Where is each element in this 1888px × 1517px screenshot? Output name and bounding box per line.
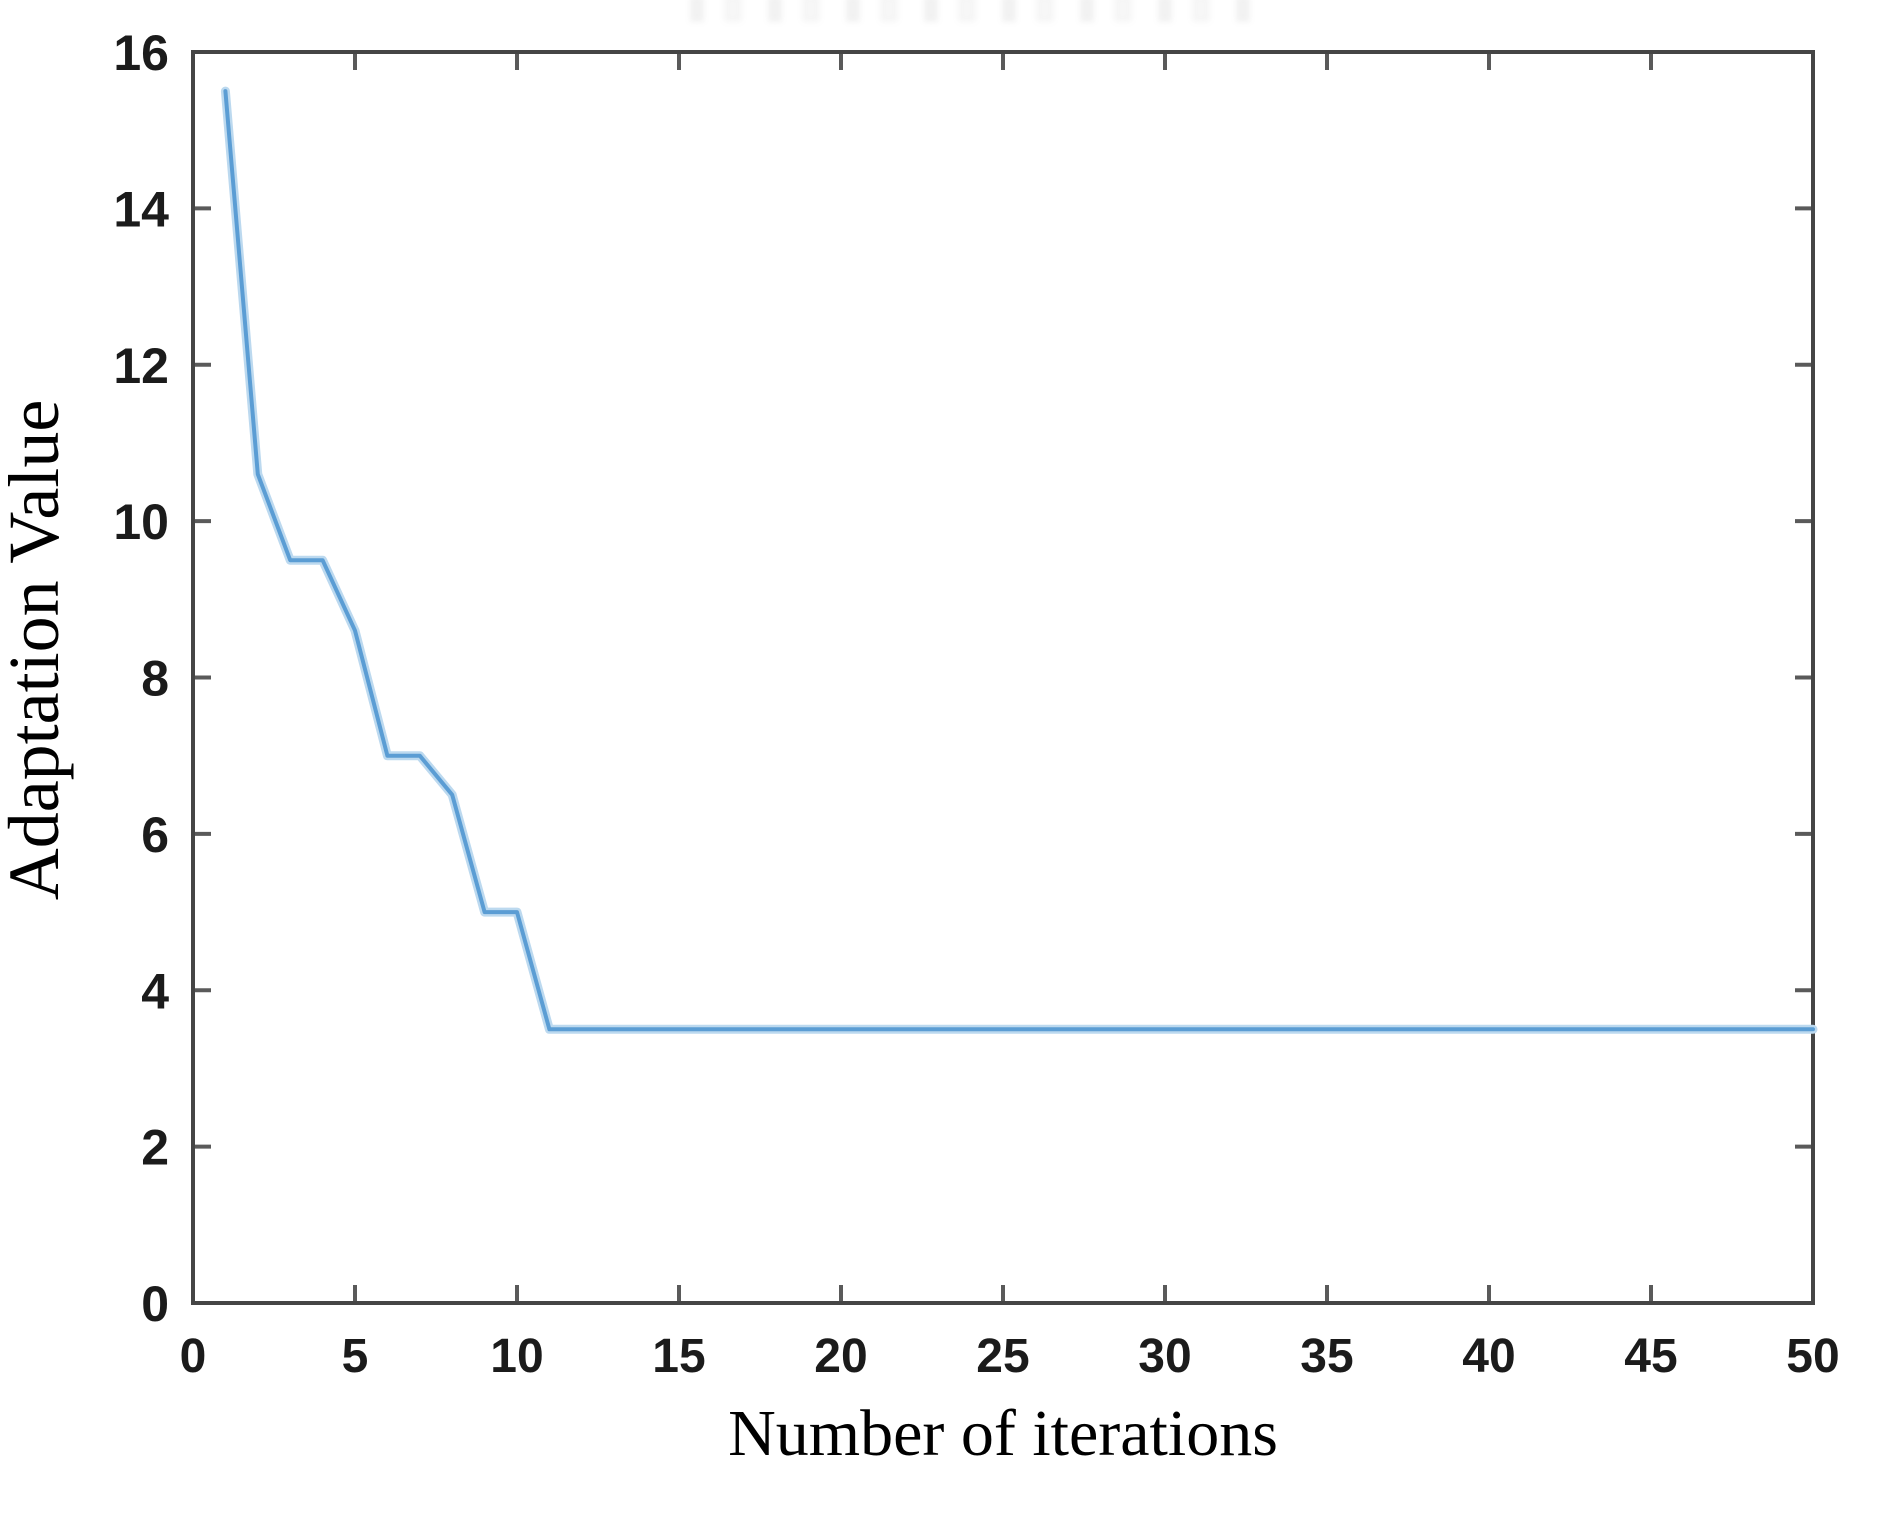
y-tick-label: 14 xyxy=(113,181,169,237)
x-tick-label: 40 xyxy=(1462,1330,1515,1383)
axis-tick-labels: 0 5 10 15 20 25 30 35 40 45 50 0 2 4 6 8 10 12 14 16 xyxy=(113,25,1839,1383)
x-tick-label: 25 xyxy=(976,1330,1029,1383)
plot-frame xyxy=(191,50,1815,1305)
series-line xyxy=(223,89,1815,1032)
x-tick-label: 30 xyxy=(1138,1330,1191,1383)
cropped-title-remnant xyxy=(690,0,1270,22)
series-line-halo xyxy=(220,86,1818,1034)
x-tick-label: 15 xyxy=(652,1330,705,1383)
y-tick-label: 12 xyxy=(113,338,169,394)
y-tick-label: 4 xyxy=(141,963,169,1019)
axis-ticks xyxy=(191,50,1815,1305)
x-tick-label: 10 xyxy=(490,1330,543,1383)
x-tick-label: 0 xyxy=(180,1330,207,1383)
x-tick-label: 50 xyxy=(1786,1330,1839,1383)
x-axis-label: Number of iterations xyxy=(728,1397,1278,1470)
x-tick-label: 45 xyxy=(1624,1330,1677,1383)
x-tick-label: 20 xyxy=(814,1330,867,1383)
y-tick-label: 8 xyxy=(141,651,169,707)
y-tick-label: 0 xyxy=(141,1276,169,1332)
x-tick-label: 35 xyxy=(1300,1330,1353,1383)
x-tick-label: 5 xyxy=(342,1330,369,1383)
y-tick-label: 2 xyxy=(141,1120,169,1176)
y-tick-label: 6 xyxy=(141,807,169,863)
y-tick-label: 16 xyxy=(113,25,169,81)
y-axis-label: Adaptation Value xyxy=(0,400,74,901)
y-tick-label: 10 xyxy=(113,494,169,550)
